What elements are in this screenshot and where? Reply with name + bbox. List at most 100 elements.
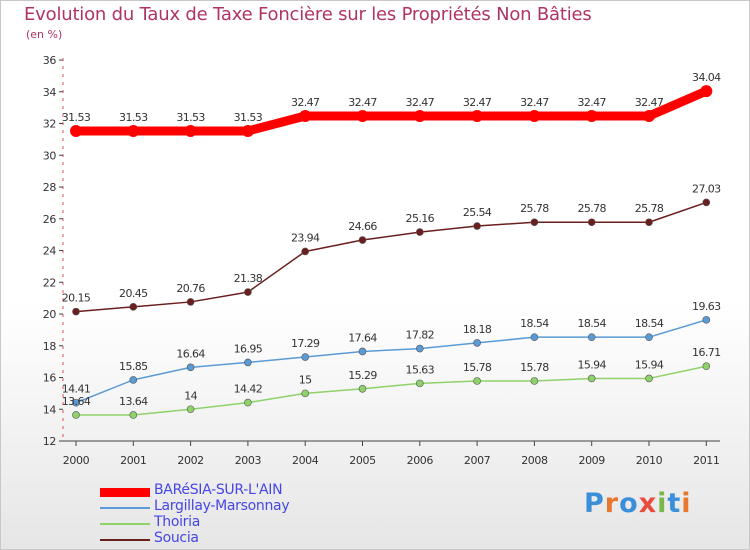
x-tick-label: 2004 xyxy=(292,454,319,467)
data-point-0 xyxy=(299,110,312,123)
data-label-2: 13.64 xyxy=(62,395,91,408)
data-point-1 xyxy=(186,363,195,372)
data-point-0 xyxy=(413,110,426,123)
data-point-3 xyxy=(415,228,424,236)
data-point-1 xyxy=(702,316,711,324)
data-label-2: 15.78 xyxy=(520,361,549,374)
y-tick-label: 16 xyxy=(43,372,57,385)
data-label-3: 24.66 xyxy=(348,220,377,233)
data-point-3 xyxy=(645,218,653,227)
data-point-3 xyxy=(186,298,195,306)
data-label-0: 32.47 xyxy=(577,96,606,109)
y-tick-label: 32 xyxy=(43,118,56,131)
data-label-2: 13.64 xyxy=(119,395,148,408)
legend-swatch-1 xyxy=(100,507,150,509)
data-point-3 xyxy=(358,236,367,244)
y-tick-label: 28 xyxy=(43,181,57,194)
data-label-1: 18.54 xyxy=(635,317,664,330)
data-label-1: 16.64 xyxy=(176,347,205,360)
data-label-1: 19.63 xyxy=(692,300,721,313)
legend-swatch-2 xyxy=(100,523,150,525)
data-point-1 xyxy=(129,376,138,384)
data-point-1 xyxy=(473,339,481,347)
logo-letter: i xyxy=(657,488,668,519)
y-tick-label: 24 xyxy=(43,245,57,258)
data-label-3: 25.54 xyxy=(463,206,492,219)
data-label-1: 14.41 xyxy=(62,383,91,396)
data-label-3: 20.15 xyxy=(62,292,91,305)
x-tick-label: 2002 xyxy=(177,454,203,467)
data-point-2 xyxy=(645,374,653,383)
data-label-1: 17.82 xyxy=(406,329,435,342)
data-label-3: 20.76 xyxy=(176,282,205,295)
data-point-0 xyxy=(585,110,598,123)
y-tick-label: 14 xyxy=(43,403,57,416)
x-tick-label: 2001 xyxy=(120,454,146,467)
series-line-3 xyxy=(75,201,708,313)
proxiti-logo: Proxiti xyxy=(584,488,692,519)
data-point-2 xyxy=(530,377,539,385)
data-label-3: 25.78 xyxy=(577,202,606,215)
logo-letter: o xyxy=(619,488,639,519)
data-label-3: 20.45 xyxy=(119,287,148,300)
data-point-0 xyxy=(127,124,140,137)
data-label-1: 18.54 xyxy=(520,317,549,330)
data-point-1 xyxy=(587,333,596,341)
logo-letter: P xyxy=(584,488,605,519)
data-label-0: 34.04 xyxy=(692,71,721,84)
data-point-1 xyxy=(244,358,252,367)
data-label-2: 16.71 xyxy=(692,346,721,359)
data-point-1 xyxy=(72,398,80,407)
x-tick-label: 2006 xyxy=(407,454,434,467)
data-point-0 xyxy=(471,110,484,123)
data-point-1 xyxy=(301,353,310,361)
y-tick-label: 30 xyxy=(43,149,57,162)
x-tick-label: 2003 xyxy=(235,454,262,467)
data-point-3 xyxy=(129,303,138,311)
data-label-3: 25.78 xyxy=(520,202,549,215)
legend-label-2: Thoiria xyxy=(154,514,201,530)
data-label-2: 15.29 xyxy=(348,369,377,382)
data-point-3 xyxy=(587,218,596,227)
data-label-0: 31.53 xyxy=(176,111,205,124)
data-label-3: 25.16 xyxy=(406,212,435,225)
data-point-3 xyxy=(72,307,80,316)
x-tick-label: 2000 xyxy=(63,454,90,467)
data-point-2 xyxy=(72,411,80,419)
data-point-0 xyxy=(528,110,541,123)
y-tick-label: 20 xyxy=(43,308,57,321)
x-tick-label: 2011 xyxy=(693,454,719,467)
y-tick-label: 12 xyxy=(43,435,56,448)
series-line-0 xyxy=(71,86,711,136)
logo-letter: r xyxy=(604,488,620,519)
x-tick-label: 2009 xyxy=(578,454,605,467)
data-point-2 xyxy=(186,405,195,414)
data-point-2 xyxy=(415,379,424,388)
data-point-3 xyxy=(530,218,539,227)
data-label-1: 15.85 xyxy=(119,360,148,373)
data-point-2 xyxy=(358,384,367,393)
data-point-0 xyxy=(70,124,82,137)
y-tick-label: 18 xyxy=(43,340,57,353)
data-label-2: 15.94 xyxy=(577,358,606,371)
series-line-1 xyxy=(75,319,708,404)
data-point-3 xyxy=(244,288,252,296)
data-label-0: 32.47 xyxy=(463,96,492,109)
data-point-0 xyxy=(700,85,713,98)
y-tick-label: 26 xyxy=(43,213,57,226)
data-label-3: 25.78 xyxy=(635,202,664,215)
legend-label-3: Soucia xyxy=(154,530,199,546)
data-point-1 xyxy=(645,333,653,341)
data-label-3: 23.94 xyxy=(291,231,320,244)
legend-label-1: Largillay-Marsonnay xyxy=(154,498,290,514)
x-tick-label: 2007 xyxy=(464,454,491,467)
data-label-0: 32.47 xyxy=(291,96,320,109)
series-line-2 xyxy=(75,365,708,416)
data-label-1: 17.29 xyxy=(291,337,320,350)
y-tick-label: 34 xyxy=(43,86,57,99)
data-label-2: 15.63 xyxy=(406,363,435,376)
data-point-2 xyxy=(244,398,252,407)
data-point-1 xyxy=(358,347,367,356)
data-label-1: 18.18 xyxy=(463,323,492,336)
